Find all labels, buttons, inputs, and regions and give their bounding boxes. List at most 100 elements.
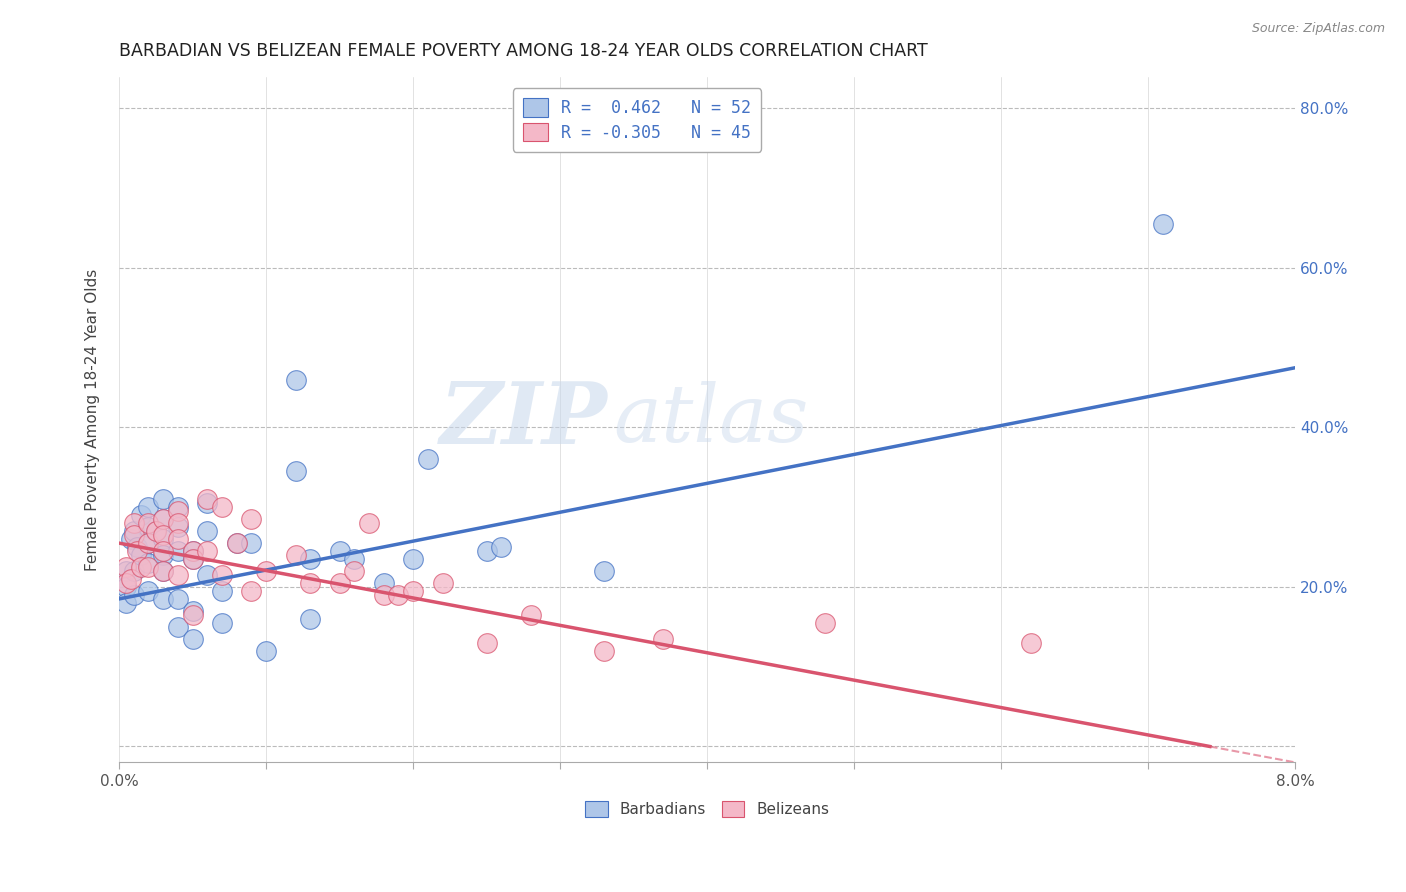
Point (138, 556, 160, 570)
Point (152, 512, 174, 526)
Point (343, 552, 366, 566)
Point (120, 572, 142, 586)
Point (152, 564, 174, 578)
Point (122, 516, 145, 531)
Point (195, 492, 218, 507)
Point (115, 560, 138, 574)
Point (115, 576, 138, 591)
Text: ZIP: ZIP (440, 378, 607, 461)
Point (145, 524, 167, 538)
Point (152, 591, 174, 606)
Point (402, 552, 425, 566)
Point (475, 544, 498, 558)
Point (195, 544, 218, 558)
Point (129, 508, 152, 523)
Point (181, 607, 204, 622)
Point (122, 528, 145, 542)
Point (329, 576, 352, 591)
Point (120, 532, 142, 546)
Point (115, 596, 138, 610)
Point (195, 496, 218, 510)
Point (152, 492, 174, 507)
Point (373, 576, 395, 591)
Point (373, 588, 395, 602)
Point (652, 632, 675, 646)
Point (152, 532, 174, 546)
Point (152, 548, 174, 562)
Point (152, 528, 174, 542)
Point (284, 464, 307, 478)
Point (181, 552, 204, 566)
Point (254, 564, 277, 578)
Point (138, 500, 160, 515)
Point (387, 588, 409, 602)
Point (225, 536, 247, 550)
Point (122, 588, 145, 602)
Point (125, 540, 148, 554)
Point (195, 568, 218, 582)
Point (129, 560, 152, 574)
Point (814, 615, 837, 630)
Point (167, 516, 190, 531)
Point (152, 512, 174, 526)
Point (240, 512, 263, 526)
Point (475, 636, 498, 650)
Point (284, 548, 307, 562)
Y-axis label: Female Poverty Among 18-24 Year Olds: Female Poverty Among 18-24 Year Olds (86, 268, 100, 571)
Point (181, 544, 204, 558)
Point (299, 612, 322, 626)
Point (181, 544, 204, 558)
Point (240, 536, 263, 550)
Point (211, 615, 233, 630)
Point (593, 564, 616, 578)
Point (329, 544, 352, 558)
Point (299, 576, 322, 591)
Point (181, 632, 204, 646)
Text: BARBADIAN VS BELIZEAN FEMALE POVERTY AMONG 18-24 YEAR OLDS CORRELATION CHART: BARBADIAN VS BELIZEAN FEMALE POVERTY AMO… (120, 42, 928, 60)
Text: atlas: atlas (613, 381, 808, 458)
Point (181, 552, 204, 566)
Point (357, 516, 380, 531)
Point (167, 504, 190, 518)
Point (129, 548, 152, 562)
Point (402, 584, 425, 599)
Point (167, 500, 190, 515)
Point (122, 564, 145, 578)
Point (138, 520, 160, 534)
Point (167, 532, 190, 546)
Point (167, 591, 190, 606)
Point (299, 552, 322, 566)
Point (152, 544, 174, 558)
Point (138, 584, 160, 599)
Point (138, 536, 160, 550)
Legend: Barbadians, Belizeans: Barbadians, Belizeans (579, 795, 835, 823)
Point (211, 500, 233, 515)
Point (181, 604, 204, 618)
Point (343, 564, 366, 578)
Point (211, 584, 233, 599)
Point (167, 620, 190, 634)
Point (520, 607, 543, 622)
Point (211, 568, 233, 582)
Point (152, 564, 174, 578)
Point (138, 560, 160, 574)
Point (416, 452, 439, 467)
Point (115, 564, 138, 578)
Point (138, 536, 160, 550)
Point (122, 524, 145, 538)
Point (195, 524, 218, 538)
Point (1152, 217, 1174, 231)
Point (1019, 636, 1042, 650)
Point (593, 644, 616, 658)
Point (167, 568, 190, 582)
Point (125, 544, 148, 558)
Point (225, 536, 247, 550)
Point (240, 584, 263, 599)
Point (138, 516, 160, 531)
Point (145, 524, 167, 538)
Point (254, 644, 277, 658)
Point (115, 580, 138, 594)
Point (491, 540, 513, 554)
Point (167, 520, 190, 534)
Point (432, 576, 454, 591)
